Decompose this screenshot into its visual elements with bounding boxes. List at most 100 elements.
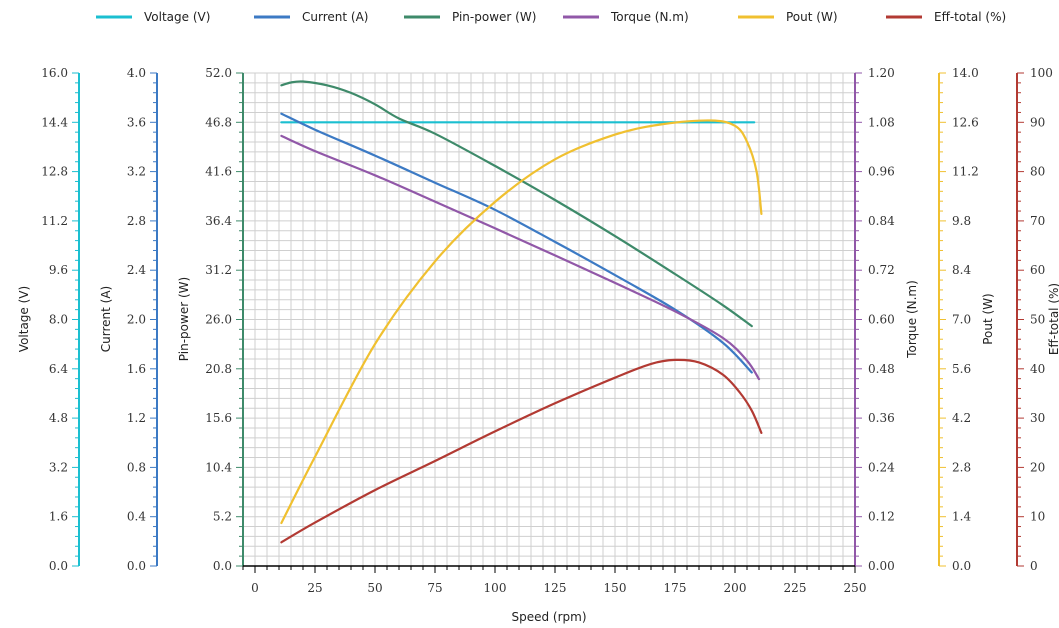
eff-tick-label: 20: [1030, 460, 1045, 474]
voltage-tick-label: 4.8: [49, 411, 68, 425]
torque-tick-label: 0.60: [868, 313, 895, 327]
voltage-tick-label: 0.0: [49, 559, 68, 573]
voltage-tick-label: 11.2: [41, 214, 68, 228]
pout-tick-label: 5.6: [952, 362, 971, 376]
eff-tick-label: 30: [1030, 411, 1045, 425]
x-tick-label: 75: [427, 581, 442, 595]
legend-label: Torque (N.m): [610, 10, 689, 24]
current-tick-label: 1.2: [127, 411, 146, 425]
voltage-axis: 0.0 1.6 3.2 4.8 6.4 8.0 9.6 11.2 12.8 14.4 16.0 Vol…: [17, 66, 80, 573]
eff-tick-label: 50: [1030, 313, 1045, 327]
voltage-tick-label: 12.8: [41, 165, 68, 179]
current-tick-label: 0.0: [127, 559, 146, 573]
voltage-axis-title: Voltage (V): [17, 286, 31, 352]
torque-tick-label: 0.84: [868, 214, 895, 228]
series-line-torque-n-m: [280, 134, 761, 381]
torque-tick-label: 1.20: [868, 66, 895, 80]
pout-tick-label: 14.0: [952, 66, 979, 80]
x-tick-label: 125: [544, 581, 567, 595]
series-lines: [280, 80, 763, 544]
legend-item-pout-w: Pout (W): [738, 10, 838, 24]
x-axis: 0 25 50 75 100 125 150 175 200 225 250 Speed (rpm): [242, 565, 867, 624]
pout-tick-label: 11.2: [952, 165, 979, 179]
current-tick-label: 2.4: [127, 263, 146, 277]
pin-tick-label: 26.0: [205, 313, 232, 327]
series-line-pin-power-w: [280, 80, 753, 328]
legend-label: Current (A): [302, 10, 368, 24]
current-tick-label: 0.8: [127, 460, 146, 474]
legend-label: Eff-total (%): [934, 10, 1006, 24]
eff-axis-title: Eff-total (%): [1047, 283, 1059, 355]
pin-tick-label: 36.4: [205, 214, 232, 228]
pin-tick-label: 0.0: [213, 559, 232, 573]
pin-tick-label: 20.8: [205, 362, 232, 376]
eff-tick-label: 10: [1030, 510, 1045, 524]
pout-tick-label: 12.6: [952, 115, 979, 129]
voltage-tick-label: 3.2: [49, 460, 68, 474]
x-tick-label: 100: [484, 581, 507, 595]
pin-tick-label: 31.2: [205, 263, 232, 277]
series-line-current-a: [280, 112, 753, 374]
voltage-tick-label: 6.4: [49, 362, 68, 376]
current-tick-label: 3.2: [127, 165, 146, 179]
current-tick-label: 2.0: [127, 313, 146, 327]
pout-tick-label: 7.0: [952, 313, 971, 327]
torque-tick-label: 0.24: [868, 460, 895, 474]
series-line-eff-total: [280, 358, 763, 544]
pout-axis-title: Pout (W): [981, 293, 995, 345]
torque-axis-title: Torque (N.m): [905, 280, 919, 359]
eff-tick-label: 100: [1030, 66, 1053, 80]
pout-tick-label: 0.0: [952, 559, 971, 573]
current-axis: 0.0 0.4 0.8 1.2 1.6 2.0 2.4 2.8 3.2 3.6 4.0 Current…: [99, 66, 158, 573]
torque-tick-label: 0.00: [868, 559, 895, 573]
current-tick-label: 1.6: [127, 362, 146, 376]
pin-tick-label: 46.8: [205, 115, 232, 129]
x-tick-label: 150: [604, 581, 627, 595]
legend-label: Voltage (V): [144, 10, 210, 24]
pin-tick-label: 10.4: [205, 460, 232, 474]
torque-tick-label: 0.36: [868, 411, 895, 425]
pin-tick-label: 52.0: [205, 66, 232, 80]
pout-tick-label: 2.8: [952, 460, 971, 474]
torque-axis: 0.00 0.12 0.24 0.36 0.48 0.60 0.72 0.84 0.96 1.08…: [854, 66, 919, 573]
x-tick-label: 25: [307, 581, 322, 595]
current-tick-label: 3.6: [127, 115, 146, 129]
current-axis-title: Current (A): [99, 286, 113, 352]
x-tick-label: 200: [724, 581, 747, 595]
current-tick-label: 2.8: [127, 214, 146, 228]
pout-axis: 0.0 1.4 2.8 4.2 5.6 7.0 8.4 9.8 11.2 12.6 14.0 Pout…: [938, 66, 995, 573]
legend-item-voltage-v: Voltage (V): [96, 10, 210, 24]
pin-tick-label: 41.6: [205, 165, 232, 179]
current-tick-label: 0.4: [127, 510, 146, 524]
eff-axis: 0 10 20 30 40 50 60 70 80 90 100 Eff-total (%): [1016, 66, 1059, 573]
voltage-tick-label: 9.6: [49, 263, 68, 277]
legend-item-torque-n-m: Torque (N.m): [563, 10, 689, 24]
eff-tick-label: 70: [1030, 214, 1045, 228]
legend-item-current-a: Current (A): [254, 10, 368, 24]
legend-item-eff-total: Eff-total (%): [886, 10, 1006, 24]
eff-tick-label: 40: [1030, 362, 1045, 376]
y-axes: 0.0 1.6 3.2 4.8 6.4 8.0 9.6 11.2 12.8 14.4 16.0 Vol…: [17, 66, 1059, 573]
eff-tick-label: 0: [1030, 559, 1038, 573]
pout-tick-label: 4.2: [952, 411, 971, 425]
torque-tick-label: 1.08: [868, 115, 895, 129]
pout-tick-label: 8.4: [952, 263, 971, 277]
torque-tick-label: 0.48: [868, 362, 895, 376]
pin-tick-label: 15.6: [205, 411, 232, 425]
x-tick-label: 175: [664, 581, 687, 595]
x-tick-label: 50: [367, 581, 382, 595]
plot-grid: [242, 72, 856, 567]
x-tick-label: 250: [844, 581, 867, 595]
voltage-tick-label: 1.6: [49, 510, 68, 524]
legend-item-pin-power-w: Pin-power (W): [404, 10, 536, 24]
legend-label: Pin-power (W): [452, 10, 536, 24]
legend-label: Pout (W): [786, 10, 838, 24]
pout-tick-label: 9.8: [952, 214, 971, 228]
x-tick-label: 0: [251, 581, 259, 595]
eff-tick-label: 60: [1030, 263, 1045, 277]
series-line-pout-w: [280, 119, 763, 525]
voltage-tick-label: 14.4: [41, 115, 68, 129]
pin-axis-title: Pin-power (W): [177, 277, 191, 361]
x-tick-label: 225: [784, 581, 807, 595]
torque-tick-label: 0.96: [868, 165, 895, 179]
